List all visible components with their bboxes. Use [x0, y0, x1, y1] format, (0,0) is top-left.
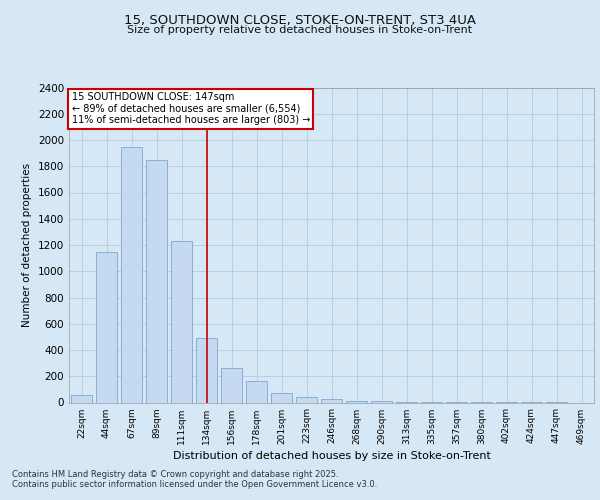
Text: Contains HM Land Registry data © Crown copyright and database right 2025.: Contains HM Land Registry data © Crown c…: [12, 470, 338, 479]
Text: 15 SOUTHDOWN CLOSE: 147sqm
← 89% of detached houses are smaller (6,554)
11% of s: 15 SOUTHDOWN CLOSE: 147sqm ← 89% of deta…: [71, 92, 310, 126]
Bar: [71, 396, 92, 402]
Bar: [246, 381, 267, 402]
Bar: [96, 252, 117, 402]
Text: Contains public sector information licensed under the Open Government Licence v3: Contains public sector information licen…: [12, 480, 377, 489]
Bar: [221, 368, 242, 402]
Bar: [296, 396, 317, 402]
Bar: [196, 338, 217, 402]
Bar: [146, 160, 167, 402]
Bar: [321, 398, 342, 402]
Y-axis label: Number of detached properties: Number of detached properties: [22, 163, 32, 327]
Text: Size of property relative to detached houses in Stoke-on-Trent: Size of property relative to detached ho…: [127, 25, 473, 35]
Text: 15, SOUTHDOWN CLOSE, STOKE-ON-TRENT, ST3 4UA: 15, SOUTHDOWN CLOSE, STOKE-ON-TRENT, ST3…: [124, 14, 476, 27]
X-axis label: Distribution of detached houses by size in Stoke-on-Trent: Distribution of detached houses by size …: [173, 450, 490, 460]
Bar: [346, 400, 367, 402]
Bar: [121, 146, 142, 402]
Bar: [271, 392, 292, 402]
Bar: [171, 241, 192, 402]
